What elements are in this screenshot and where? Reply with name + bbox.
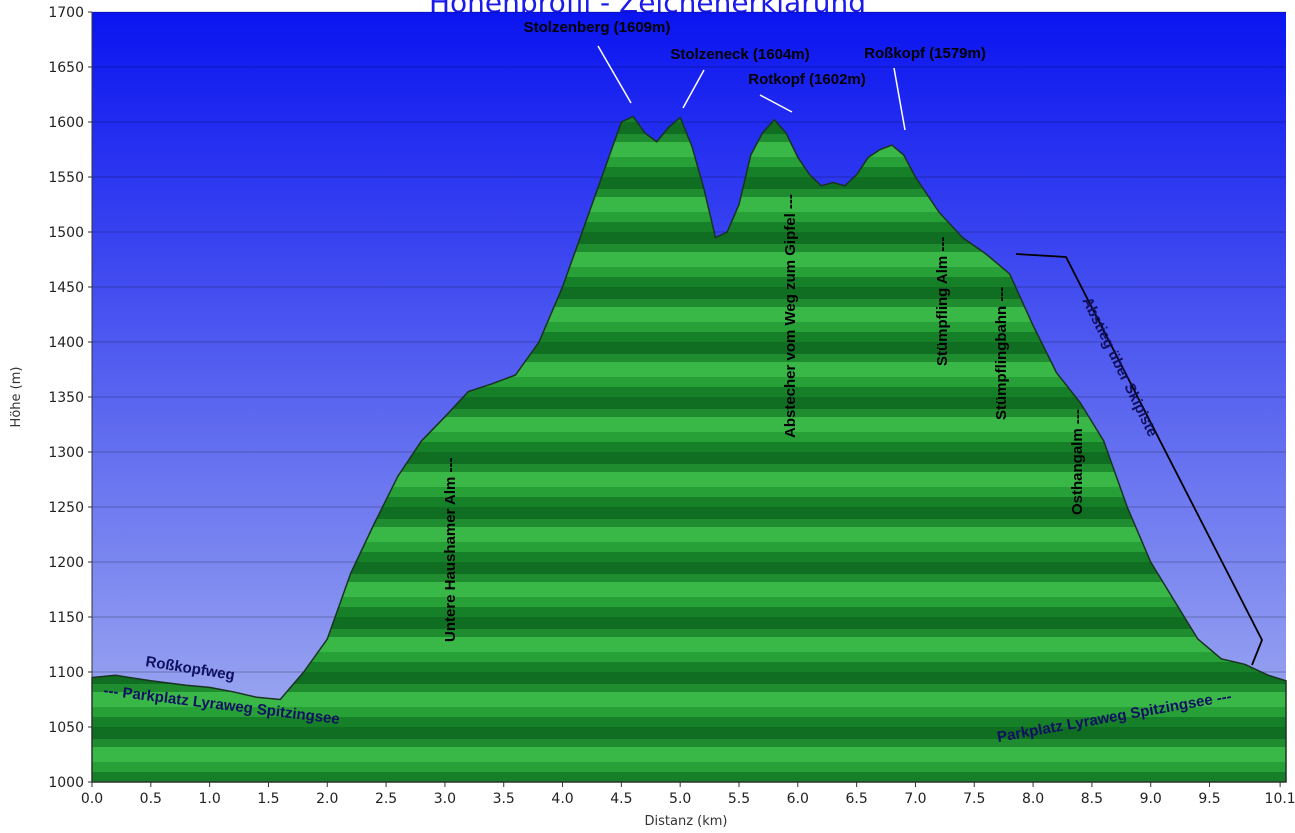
label-stuempfling-alm: Stümpfling Alm --- — [934, 237, 951, 366]
x-tick-label: 3.5 — [493, 791, 515, 807]
x-tick-label: 7.5 — [963, 791, 985, 807]
y-tick-label: 1650 — [48, 60, 84, 76]
leader-abstieg — [1015, 253, 1263, 666]
x-tick-label: 9.0 — [1140, 791, 1162, 807]
x-tick-label: 7.0 — [904, 791, 926, 807]
leader-stolzenberg — [597, 45, 632, 104]
leader-rosskopf — [893, 67, 906, 131]
y-tick-label: 1500 — [48, 225, 84, 241]
x-tick-label: 2.0 — [316, 791, 338, 807]
y-tick-label: 1450 — [48, 280, 84, 296]
y-tick-label: 1200 — [48, 555, 84, 571]
y-tick-label: 1050 — [48, 720, 84, 736]
y-tick-label: 1250 — [48, 500, 84, 516]
x-tick-label: 0.0 — [81, 791, 103, 807]
label-osthangalm: Osthangalm --- — [1069, 409, 1086, 515]
leader-stolzeneck — [682, 69, 705, 109]
y-tick-label: 1700 — [48, 5, 84, 21]
x-axis-title: Distanz (km) — [645, 814, 728, 829]
x-tick-label: 0.5 — [140, 791, 162, 807]
label-stolzenberg: Stolzenberg (1609m) — [524, 19, 671, 36]
x-tick-label: 4.5 — [610, 791, 632, 807]
y-tick-label: 1100 — [48, 665, 84, 681]
x-tick-label: 10.1 — [1265, 791, 1295, 807]
axis-ticks: 1000 1050 1100 1150 1200 1250 1300 1350 1400 1450… — [48, 5, 1295, 807]
leader-rotkopf — [759, 94, 793, 113]
y-tick-label: 1300 — [48, 445, 84, 461]
x-tick-label: 6.0 — [787, 791, 809, 807]
y-axis-title: Höhe (m) — [9, 367, 24, 428]
x-tick-label: 8.5 — [1081, 791, 1103, 807]
x-tick-label: 5.5 — [728, 791, 750, 807]
y-tick-label: 1150 — [48, 610, 84, 626]
elevation-area — [91, 115, 1287, 783]
x-tick-label: 9.5 — [1198, 791, 1220, 807]
x-tick-label: 8.0 — [1022, 791, 1044, 807]
label-abstecher: Abstecher vom Weg zum Gipfel --- — [782, 194, 799, 438]
x-tick-label: 3.0 — [434, 791, 456, 807]
y-tick-label: 1600 — [48, 115, 84, 131]
y-tick-label: 1350 — [48, 390, 84, 406]
x-tick-label: 5.0 — [669, 791, 691, 807]
label-stolzeneck: Stolzeneck (1604m) — [670, 46, 809, 63]
x-tick-label: 1.5 — [257, 791, 279, 807]
label-untere-haushamer-alm: Untere Haushamer Alm --- — [442, 458, 459, 642]
x-tick-label: 2.5 — [375, 791, 397, 807]
x-tick-label: 1.0 — [199, 791, 221, 807]
annotation-leaders — [597, 45, 906, 131]
y-tick-label: 1550 — [48, 170, 84, 186]
y-tick-label: 1000 — [48, 775, 84, 791]
x-tick-label: 6.5 — [845, 791, 867, 807]
label-rotkopf: Rotkopf (1602m) — [748, 71, 866, 88]
x-tick-label: 4.0 — [551, 791, 573, 807]
y-tick-label: 1400 — [48, 335, 84, 351]
label-rosskopf: Roßkopf (1579m) — [864, 45, 986, 62]
label-stuempflingbahn: Stümpflingbahn --- — [993, 287, 1010, 420]
